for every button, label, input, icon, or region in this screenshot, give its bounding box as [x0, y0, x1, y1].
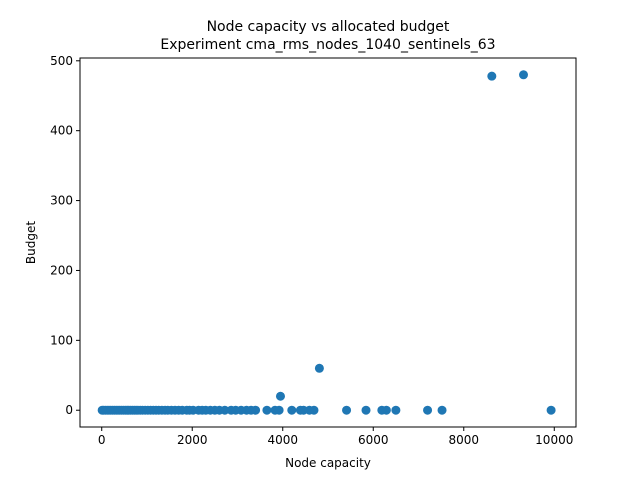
x-tick-label-2: 4000	[267, 433, 298, 447]
data-point-25	[226, 405, 236, 415]
data-point-9	[377, 405, 387, 415]
x-tick-label-1: 2000	[177, 433, 208, 447]
data-point-7	[391, 405, 401, 415]
x-tick-label-0: 0	[98, 433, 106, 447]
chart-subtitle: Experiment cma_rms_nodes_1040_sentinels_…	[160, 37, 495, 53]
data-point-6	[423, 405, 433, 415]
y-tick-label-2: 200	[50, 263, 73, 277]
data-point-1	[519, 70, 528, 80]
y-tick-label-5: 500	[50, 54, 73, 68]
data-point-2	[314, 363, 324, 373]
chart-title: Node capacity vs allocated budget	[207, 19, 450, 35]
y-axis-label: Budget	[24, 221, 38, 264]
data-point-71	[97, 405, 107, 415]
x-tick-label-4: 8000	[448, 433, 479, 447]
x-tick-label-5: 10000	[535, 433, 573, 447]
y-tick-label-1: 100	[50, 333, 73, 347]
y-tick-label-0: 0	[65, 403, 73, 417]
x-tick-label-3: 6000	[358, 433, 389, 447]
data-point-4	[546, 405, 556, 415]
plot-frame	[79, 57, 577, 428]
data-point-16	[287, 405, 297, 415]
data-points	[97, 70, 556, 415]
data-point-3	[275, 391, 285, 401]
y-tick-label-3: 300	[50, 194, 73, 208]
data-point-0	[487, 71, 497, 81]
x-axis-ticks: 0 2000 4000 6000 8000 10000	[98, 427, 573, 447]
y-axis-ticks: 0 100 200 300 400 500	[50, 54, 80, 417]
data-point-11	[342, 405, 352, 415]
data-point-10	[361, 405, 371, 415]
data-point-15	[295, 405, 305, 415]
data-point-18	[270, 405, 280, 415]
x-axis-label: Node capacity	[285, 456, 371, 470]
data-point-5	[437, 405, 447, 415]
data-point-19	[262, 405, 272, 415]
y-tick-label-4: 400	[50, 124, 73, 138]
